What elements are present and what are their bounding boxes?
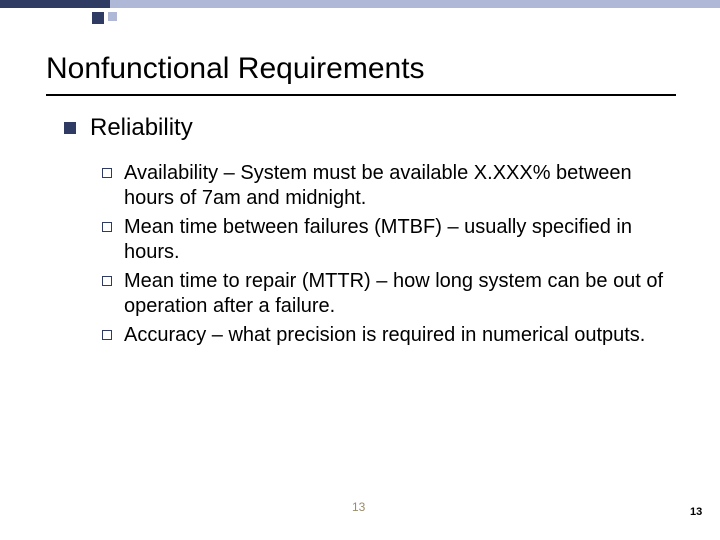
bullet-level2: Availability – System must be available … bbox=[102, 161, 664, 211]
hollow-square-bullet-icon bbox=[102, 222, 112, 232]
footer-page-right: 13 bbox=[690, 506, 702, 518]
bullet-level1: Reliability bbox=[64, 114, 664, 143]
level2-text: Availability – System must be available … bbox=[124, 161, 664, 211]
slide-body: Reliability Availability – System must b… bbox=[64, 114, 664, 352]
level2-text: Mean time between failures (MTBF) – usua… bbox=[124, 215, 664, 265]
bullet-level2: Accuracy – what precision is required in… bbox=[102, 323, 664, 348]
square-bullet-icon bbox=[64, 122, 76, 134]
level1-text: Reliability bbox=[90, 114, 193, 143]
bullet-level2: Mean time between failures (MTBF) – usua… bbox=[102, 215, 664, 265]
bullet-level2: Mean time to repair (MTTR) – how long sy… bbox=[102, 269, 664, 319]
accent-bar-light bbox=[110, 0, 720, 8]
accent-bar-dark bbox=[0, 0, 110, 8]
slide-title: Nonfunctional Requirements bbox=[46, 52, 425, 86]
hollow-square-bullet-icon bbox=[102, 330, 112, 340]
level2-text: Accuracy – what precision is required in… bbox=[124, 323, 645, 348]
accent-square-dark bbox=[92, 12, 104, 24]
accent-bar bbox=[0, 0, 720, 8]
accent-square-light bbox=[108, 12, 117, 21]
level2-list: Availability – System must be available … bbox=[102, 161, 664, 348]
footer-page-center: 13 bbox=[352, 500, 365, 514]
title-rule bbox=[46, 94, 676, 96]
hollow-square-bullet-icon bbox=[102, 276, 112, 286]
hollow-square-bullet-icon bbox=[102, 168, 112, 178]
level2-text: Mean time to repair (MTTR) – how long sy… bbox=[124, 269, 664, 319]
